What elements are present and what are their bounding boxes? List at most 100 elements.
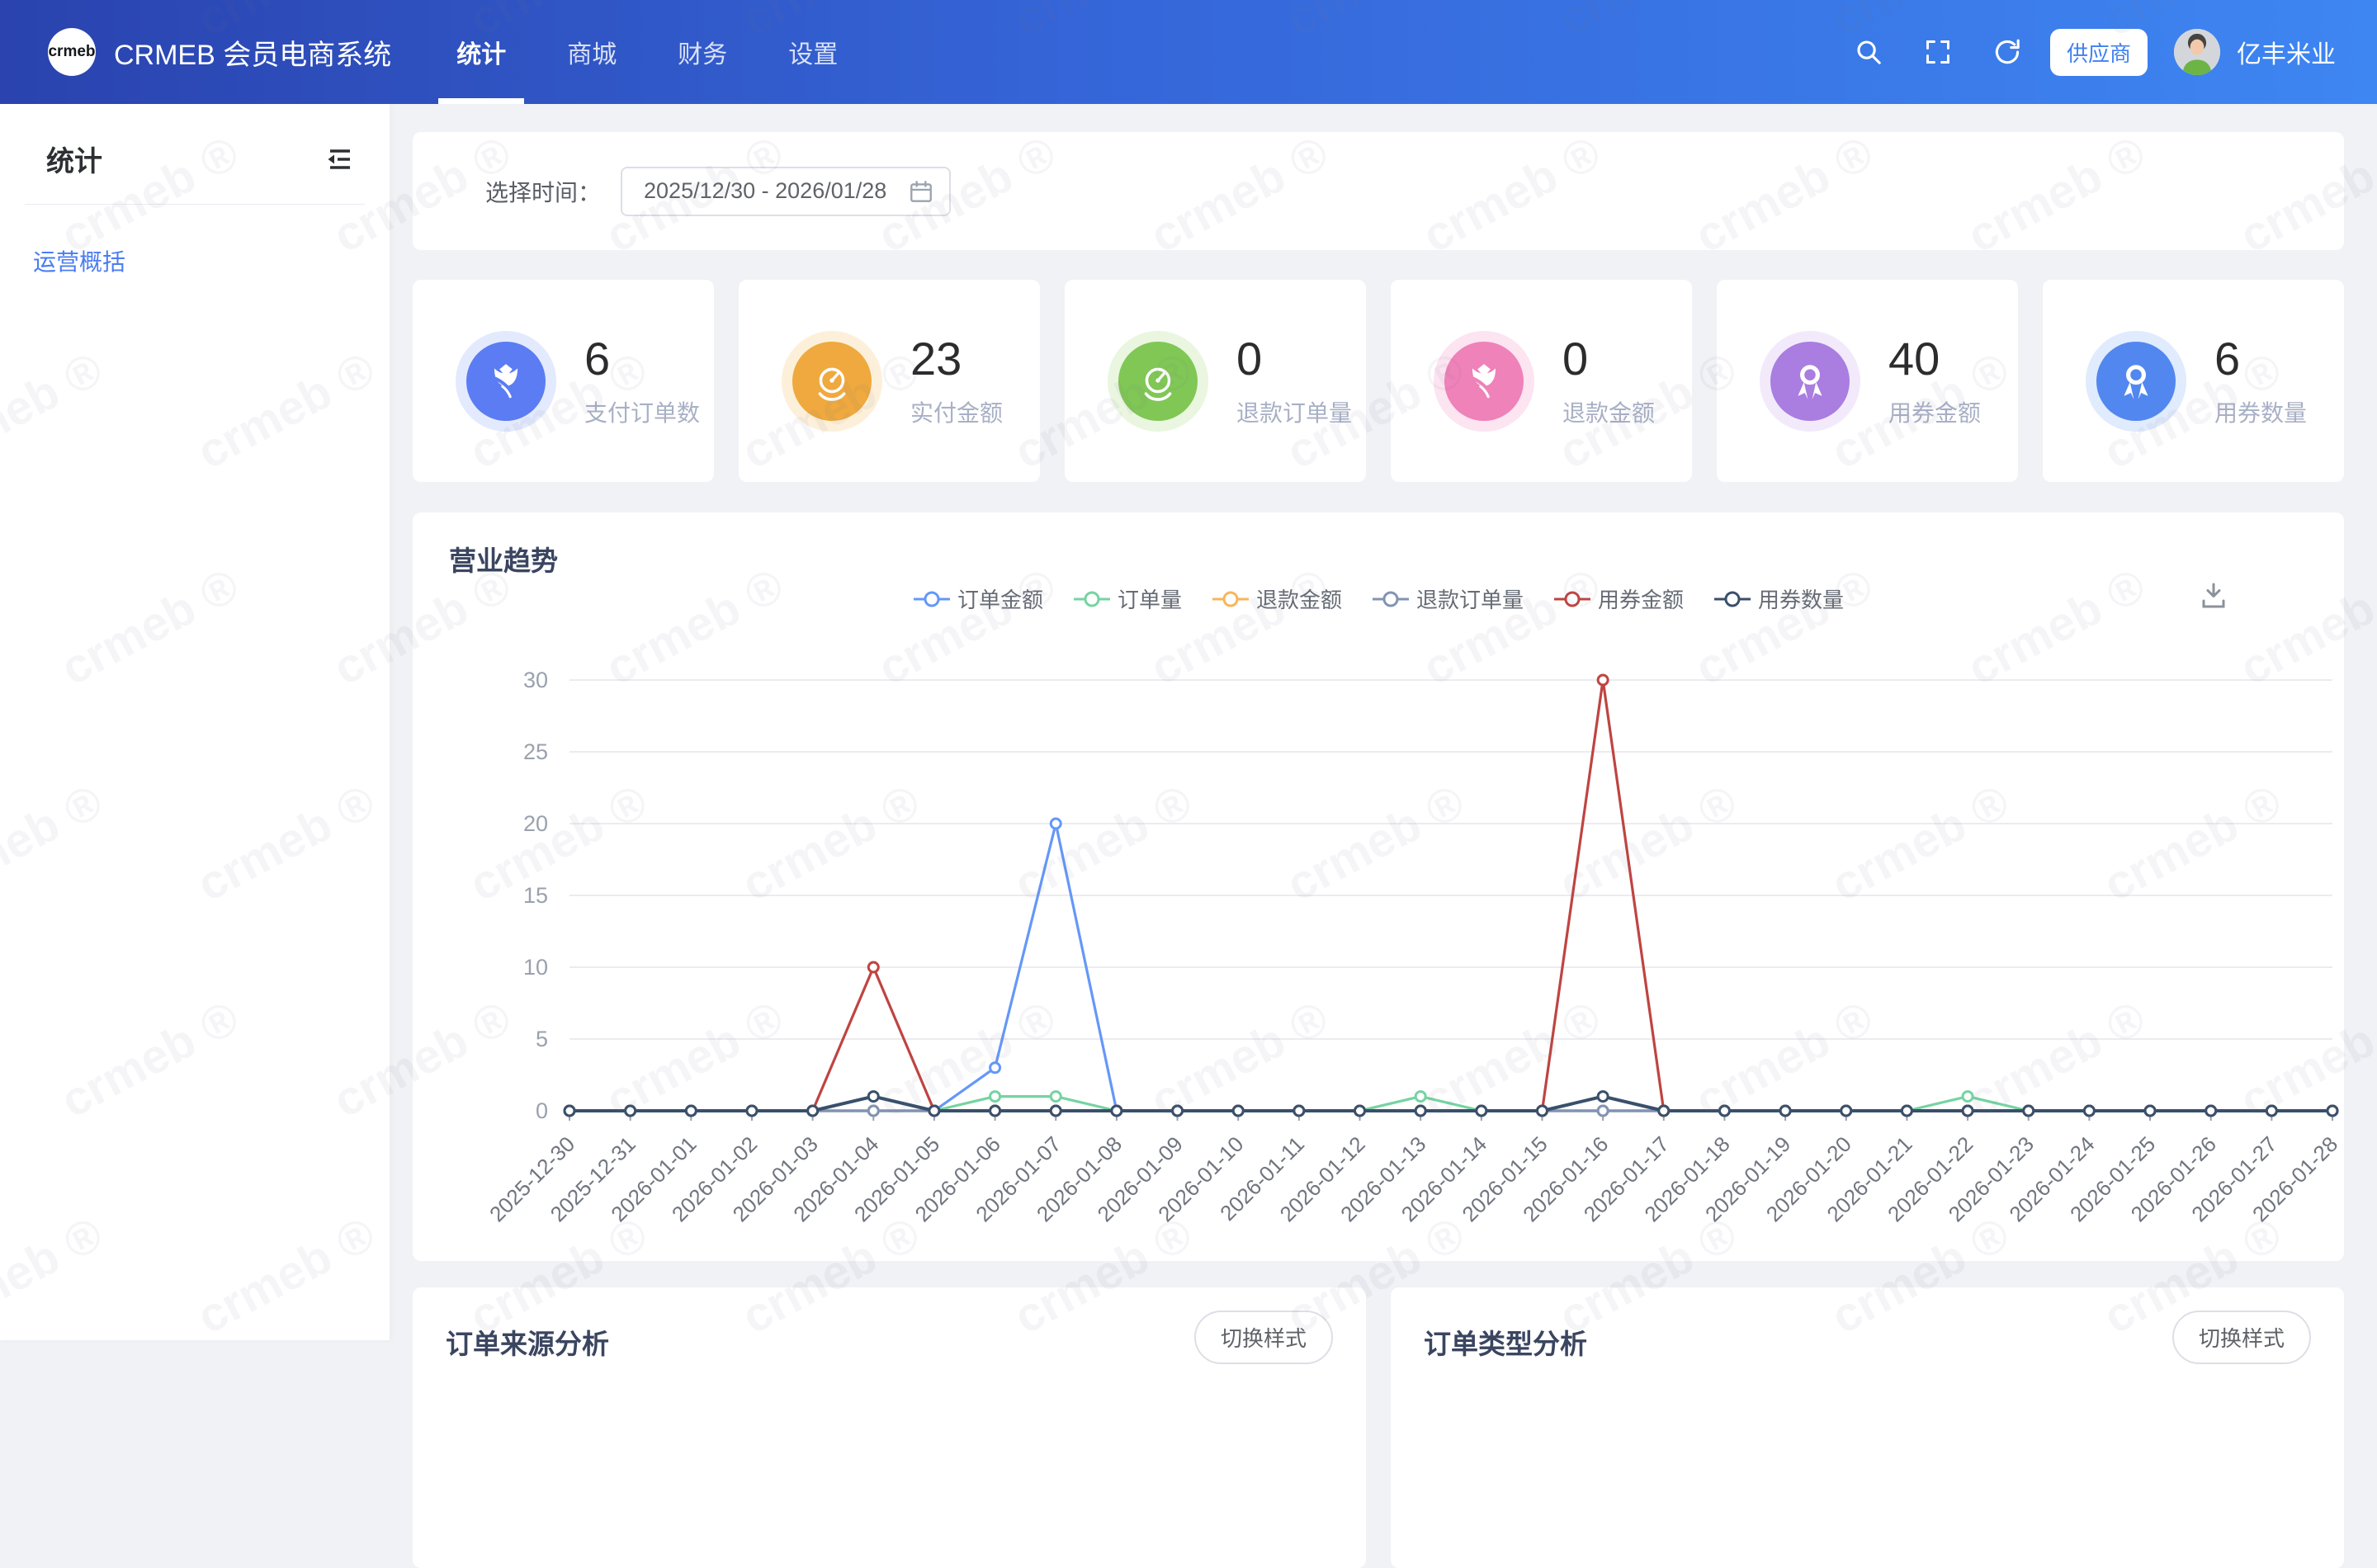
nav-item-mall[interactable]: 商城: [567, 41, 617, 68]
stat-info: 0 退款订单量: [1236, 332, 1352, 431]
switch-style-button[interactable]: 切换样式: [1193, 1311, 1333, 1364]
data-point: [2326, 1104, 2339, 1117]
analysis-card-title: 订单类型分析: [1424, 1329, 1587, 1359]
bottom-row: 订单来源分析 切换样式 订单类型分析 切换样式: [413, 1287, 2344, 1568]
stat-label: 实付金额: [910, 399, 1004, 426]
legend-item-3[interactable]: 退款订单量: [1372, 583, 1524, 614]
stat-card-3: 0 退款金额: [1391, 280, 1692, 482]
analysis-card-1: 订单类型分析 切换样式: [1391, 1287, 2344, 1568]
analysis-card-0: 订单来源分析 切换样式: [413, 1287, 1366, 1568]
legend-marker: [1073, 591, 1110, 607]
data-point: [2143, 1104, 2157, 1117]
avatar-image: [2174, 29, 2220, 75]
data-point: [2022, 1104, 2035, 1117]
download-icon[interactable]: [2195, 579, 2232, 619]
calendar-icon: [910, 180, 932, 202]
data-point: [1596, 673, 1609, 687]
trend-chart-card: 营业趋势 订单金额 订单量 退款金额 退款订单量 用券金额 用券数量 0 5 10 15 20 25…: [413, 512, 2344, 1261]
data-point: [1961, 1104, 1974, 1117]
logo-text: crmeb: [48, 43, 96, 60]
data-point: [1171, 1104, 1184, 1117]
legend-item-1[interactable]: 订单量: [1073, 583, 1182, 614]
stat-value: 23: [910, 332, 962, 385]
stat-value: 6: [2214, 332, 2241, 385]
refresh-icon-glyph: [1995, 39, 2020, 64]
stat-info: 6 支付订单数: [584, 332, 700, 431]
data-point: [2082, 1104, 2096, 1117]
legend-item-4[interactable]: 用券金额: [1553, 583, 1684, 614]
avatar[interactable]: [2174, 29, 2220, 75]
y-axis-tick-label: 0: [536, 1098, 548, 1123]
data-point: [1657, 1104, 1671, 1117]
y-axis-tick-label: 30: [523, 668, 548, 692]
data-point: [1900, 1104, 1913, 1117]
fullscreen-icon[interactable]: [1903, 38, 1973, 66]
gauge-icon: [792, 341, 872, 421]
search-icon[interactable]: [1834, 37, 1903, 67]
stat-label: 用券数量: [2214, 399, 2308, 426]
data-point: [624, 1104, 637, 1117]
y-axis-tick-label: 20: [523, 811, 548, 836]
stat-label: 退款订单量: [1236, 399, 1353, 426]
stat-value: 6: [584, 332, 611, 385]
data-point: [2205, 1104, 2218, 1117]
username[interactable]: 亿丰米业: [2237, 41, 2336, 68]
supplier-badge[interactable]: 供应商: [2049, 28, 2148, 76]
nav-item-settings[interactable]: 设置: [788, 41, 839, 68]
data-point: [2265, 1104, 2278, 1117]
stat-value: 0: [1562, 332, 1589, 385]
stat-card-5: 6 用券数量: [2043, 280, 2344, 482]
refresh-icon[interactable]: [1973, 37, 2042, 67]
y-axis-tick-label: 15: [523, 883, 548, 908]
switch-style-button[interactable]: 切换样式: [2171, 1311, 2311, 1364]
data-point: [989, 1104, 1002, 1117]
legend-item-2[interactable]: 退款金额: [1212, 583, 1342, 614]
sidebar-title: 统计: [46, 146, 102, 177]
legend-marker: [913, 591, 950, 607]
legend-item-5[interactable]: 用券数量: [1713, 583, 1844, 614]
sidebar-divider: [25, 204, 365, 205]
data-point: [1779, 1104, 1792, 1117]
legend-marker: [1714, 591, 1751, 607]
stat-value: 40: [1888, 332, 1940, 385]
data-point: [1414, 1104, 1427, 1117]
y-axis-tick-label: 10: [523, 955, 548, 980]
legend-marker: [1373, 591, 1409, 607]
data-point: [1961, 1090, 1974, 1103]
data-point: [1596, 1104, 1609, 1117]
stat-card-1: 23 实付金额: [739, 280, 1040, 482]
legend-item-0[interactable]: 订单金额: [913, 583, 1043, 614]
legend-label: 用券数量: [1758, 588, 1845, 612]
date-filter-card: 选择时间： 2025/12/30 - 2026/01/28: [413, 132, 2344, 250]
sidebar: 统计 运营概括: [0, 104, 390, 1340]
trend-series-line-5: [568, 1094, 2334, 1112]
stat-label: 退款金额: [1562, 399, 1656, 426]
legend-label: 订单量: [1117, 588, 1182, 612]
stat-icon-halo: [782, 330, 882, 432]
stat-card-4: 40 用券金额: [1717, 280, 2018, 482]
data-point: [928, 1104, 941, 1117]
data-point: [1414, 1090, 1427, 1103]
y-axis-tick-label: 25: [523, 739, 548, 764]
data-point: [989, 1090, 1002, 1103]
data-point: [1718, 1104, 1731, 1117]
crmeb-logo: crmeb: [48, 28, 96, 76]
legend-marker: [1554, 591, 1591, 607]
navbar-actions: 供应商 亿丰米业: [1834, 28, 2336, 76]
data-point: [867, 961, 880, 974]
main-content: 选择时间： 2025/12/30 - 2026/01/28 6 支付订单数 23 实付…: [390, 104, 2377, 1568]
nav-item-finance[interactable]: 财务: [678, 41, 728, 68]
medal-icon: [1770, 341, 1850, 421]
trend-line-chart: 0510152025302025-12-302025-12-312026-01-…: [484, 668, 2342, 1226]
data-point: [1354, 1104, 1367, 1117]
sidebar-item-operation-overview[interactable]: 运营概括: [33, 249, 126, 275]
date-range-input[interactable]: 2025/12/30 - 2026/01/28: [621, 166, 952, 216]
search-icon-glyph: [1857, 40, 1881, 64]
fullscreen-icon-glyph: [1926, 40, 1949, 64]
collapse-sidebar-icon[interactable]: [324, 143, 357, 176]
data-point: [745, 1104, 758, 1117]
data-point: [563, 1104, 576, 1117]
data-point: [1840, 1104, 1853, 1117]
stat-icon-halo: [456, 330, 556, 432]
nav-item-stats[interactable]: 统计: [438, 0, 525, 104]
